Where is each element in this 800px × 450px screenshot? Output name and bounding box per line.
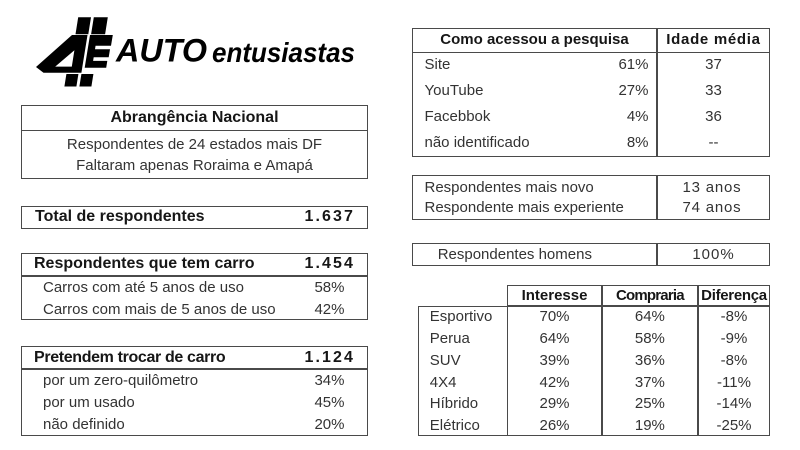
svg-text:entusiastas: entusiastas [212, 37, 355, 68]
svg-text:AUTO: AUTO [115, 33, 207, 69]
